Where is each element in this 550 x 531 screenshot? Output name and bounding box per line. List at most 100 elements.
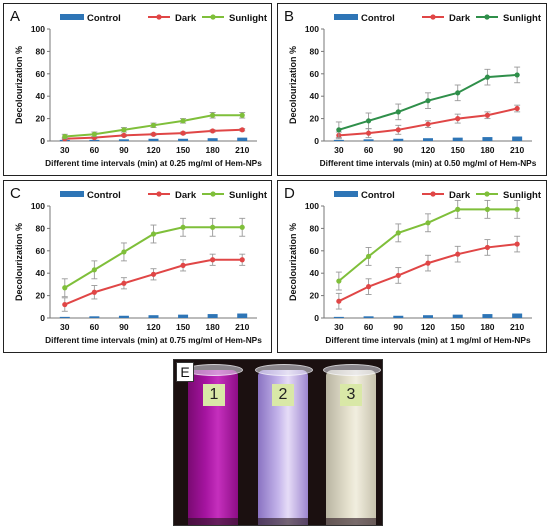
y-tick-label: 80	[36, 223, 46, 233]
point-dark	[121, 280, 127, 286]
point-sunlight	[336, 127, 342, 133]
tube-label: 3	[340, 384, 362, 406]
bar-control	[423, 315, 433, 318]
point-sunlight	[239, 112, 245, 118]
bar-control	[148, 315, 159, 318]
legend-swatch-control	[334, 14, 358, 20]
x-tick-label: 150	[451, 322, 465, 332]
point-sunlight	[395, 230, 401, 236]
legend-label-control: Control	[361, 13, 395, 24]
panel-letter: B	[284, 8, 295, 25]
y-tick-label: 60	[36, 69, 46, 79]
chart-panel-a: A Control Dark Sunlight 0 20 40 60 80 100 Decolour…	[3, 3, 272, 176]
point-dark	[121, 132, 127, 138]
x-tick-label: 210	[510, 145, 524, 155]
point-dark	[210, 257, 216, 263]
y-tick-label: 0	[314, 136, 319, 146]
chart-svg: Control Dark Sunlight 0 20 40 60 80 100 Decolouri…	[288, 190, 542, 345]
point-dark	[62, 301, 68, 308]
point-dark	[365, 130, 372, 136]
x-tick-label: 60	[364, 322, 374, 332]
x-tick-label: 120	[421, 145, 435, 155]
point-dark	[150, 131, 157, 137]
point-sunlight	[239, 224, 245, 230]
x-tick-label: 90	[119, 322, 129, 332]
x-tick-label: 60	[90, 145, 100, 155]
legend-label-dark: Dark	[449, 190, 471, 201]
legend-label-dark: Dark	[449, 13, 471, 24]
y-tick-label: 40	[310, 91, 320, 101]
bar-control	[393, 138, 404, 141]
point-sunlight	[425, 220, 431, 226]
legend-marker-dark	[430, 191, 436, 197]
point-sunlight	[121, 249, 127, 255]
point-dark	[210, 128, 216, 134]
x-tick-label: 150	[176, 322, 190, 332]
bar-control	[89, 316, 100, 318]
point-sunlight	[395, 109, 401, 115]
y-tick-label: 80	[36, 46, 46, 56]
test-tube	[258, 370, 308, 525]
bar-control	[482, 314, 493, 318]
x-axis-label: Different time intervals (min) at 0.25 m…	[45, 158, 262, 168]
bar-control	[512, 313, 523, 318]
bar-control	[118, 139, 129, 141]
bar-control	[207, 314, 218, 318]
point-sunlight	[514, 206, 520, 212]
point-dark	[455, 116, 461, 122]
point-dark	[239, 257, 245, 263]
legend-label-control: Control	[87, 13, 121, 24]
photo-panel-e: E 1 2 3	[173, 359, 383, 526]
point-sunlight	[180, 224, 186, 230]
y-tick-label: 80	[310, 46, 320, 56]
x-axis-label: Different time intervals (min) at 0.75 m…	[45, 335, 262, 345]
y-tick-label: 20	[36, 114, 46, 124]
legend-marker-dark	[430, 14, 436, 20]
bar-control	[237, 137, 248, 141]
point-sunlight	[62, 133, 68, 140]
line-dark	[338, 243, 518, 303]
legend-marker-dark	[156, 14, 162, 20]
point-sunlight	[455, 90, 461, 96]
y-tick-label: 40	[36, 268, 46, 278]
y-tick-label: 100	[31, 201, 45, 211]
bar-control	[333, 139, 344, 141]
x-tick-label: 210	[235, 145, 249, 155]
legend-label-sunlight: Sunlight	[229, 190, 268, 201]
legend-marker-sunlight	[484, 14, 490, 20]
x-axis-label: Different time intervals (min) at 1 mg/m…	[325, 335, 531, 345]
x-axis-label: Different time intervals (min) at 0.50 m…	[320, 158, 537, 168]
chart-svg: Control Dark Sunlight 0 20 40 60 80 100 Decolouri…	[288, 13, 542, 168]
x-tick-label: 90	[394, 322, 404, 332]
point-sunlight	[365, 253, 372, 259]
y-tick-label: 80	[310, 223, 320, 233]
bar-control	[237, 313, 248, 318]
point-dark	[455, 251, 461, 257]
y-tick-label: 20	[310, 291, 320, 301]
chart-panel-c: C Control Dark Sunlight 0 20 40 60 80 100 Decolour…	[3, 180, 272, 353]
x-tick-label: 180	[206, 322, 220, 332]
x-tick-label: 60	[90, 322, 100, 332]
y-tick-label: 20	[36, 291, 46, 301]
bar-control	[512, 136, 523, 141]
y-axis-label: Decolourization %	[14, 46, 24, 124]
bar-control	[118, 315, 129, 318]
x-tick-label: 60	[364, 145, 374, 155]
y-tick-label: 20	[310, 114, 320, 124]
x-tick-label: 30	[334, 145, 344, 155]
y-tick-label: 60	[310, 246, 320, 256]
chart-panel-d: D Control Dark Sunlight 0 20 40 60 80 100 Decolour…	[277, 180, 547, 353]
tube-label: 2	[272, 384, 294, 406]
legend-marker-dark	[156, 191, 162, 197]
point-dark	[484, 112, 491, 118]
point-dark	[514, 241, 520, 247]
point-sunlight	[150, 122, 157, 128]
point-sunlight	[91, 131, 97, 137]
point-sunlight	[484, 74, 491, 80]
point-sunlight	[91, 267, 97, 273]
legend-marker-sunlight	[484, 191, 490, 197]
y-axis-label: Decolourization %	[288, 223, 298, 301]
y-tick-label: 60	[36, 246, 46, 256]
bar-control	[148, 138, 159, 141]
bar-control	[482, 137, 493, 141]
